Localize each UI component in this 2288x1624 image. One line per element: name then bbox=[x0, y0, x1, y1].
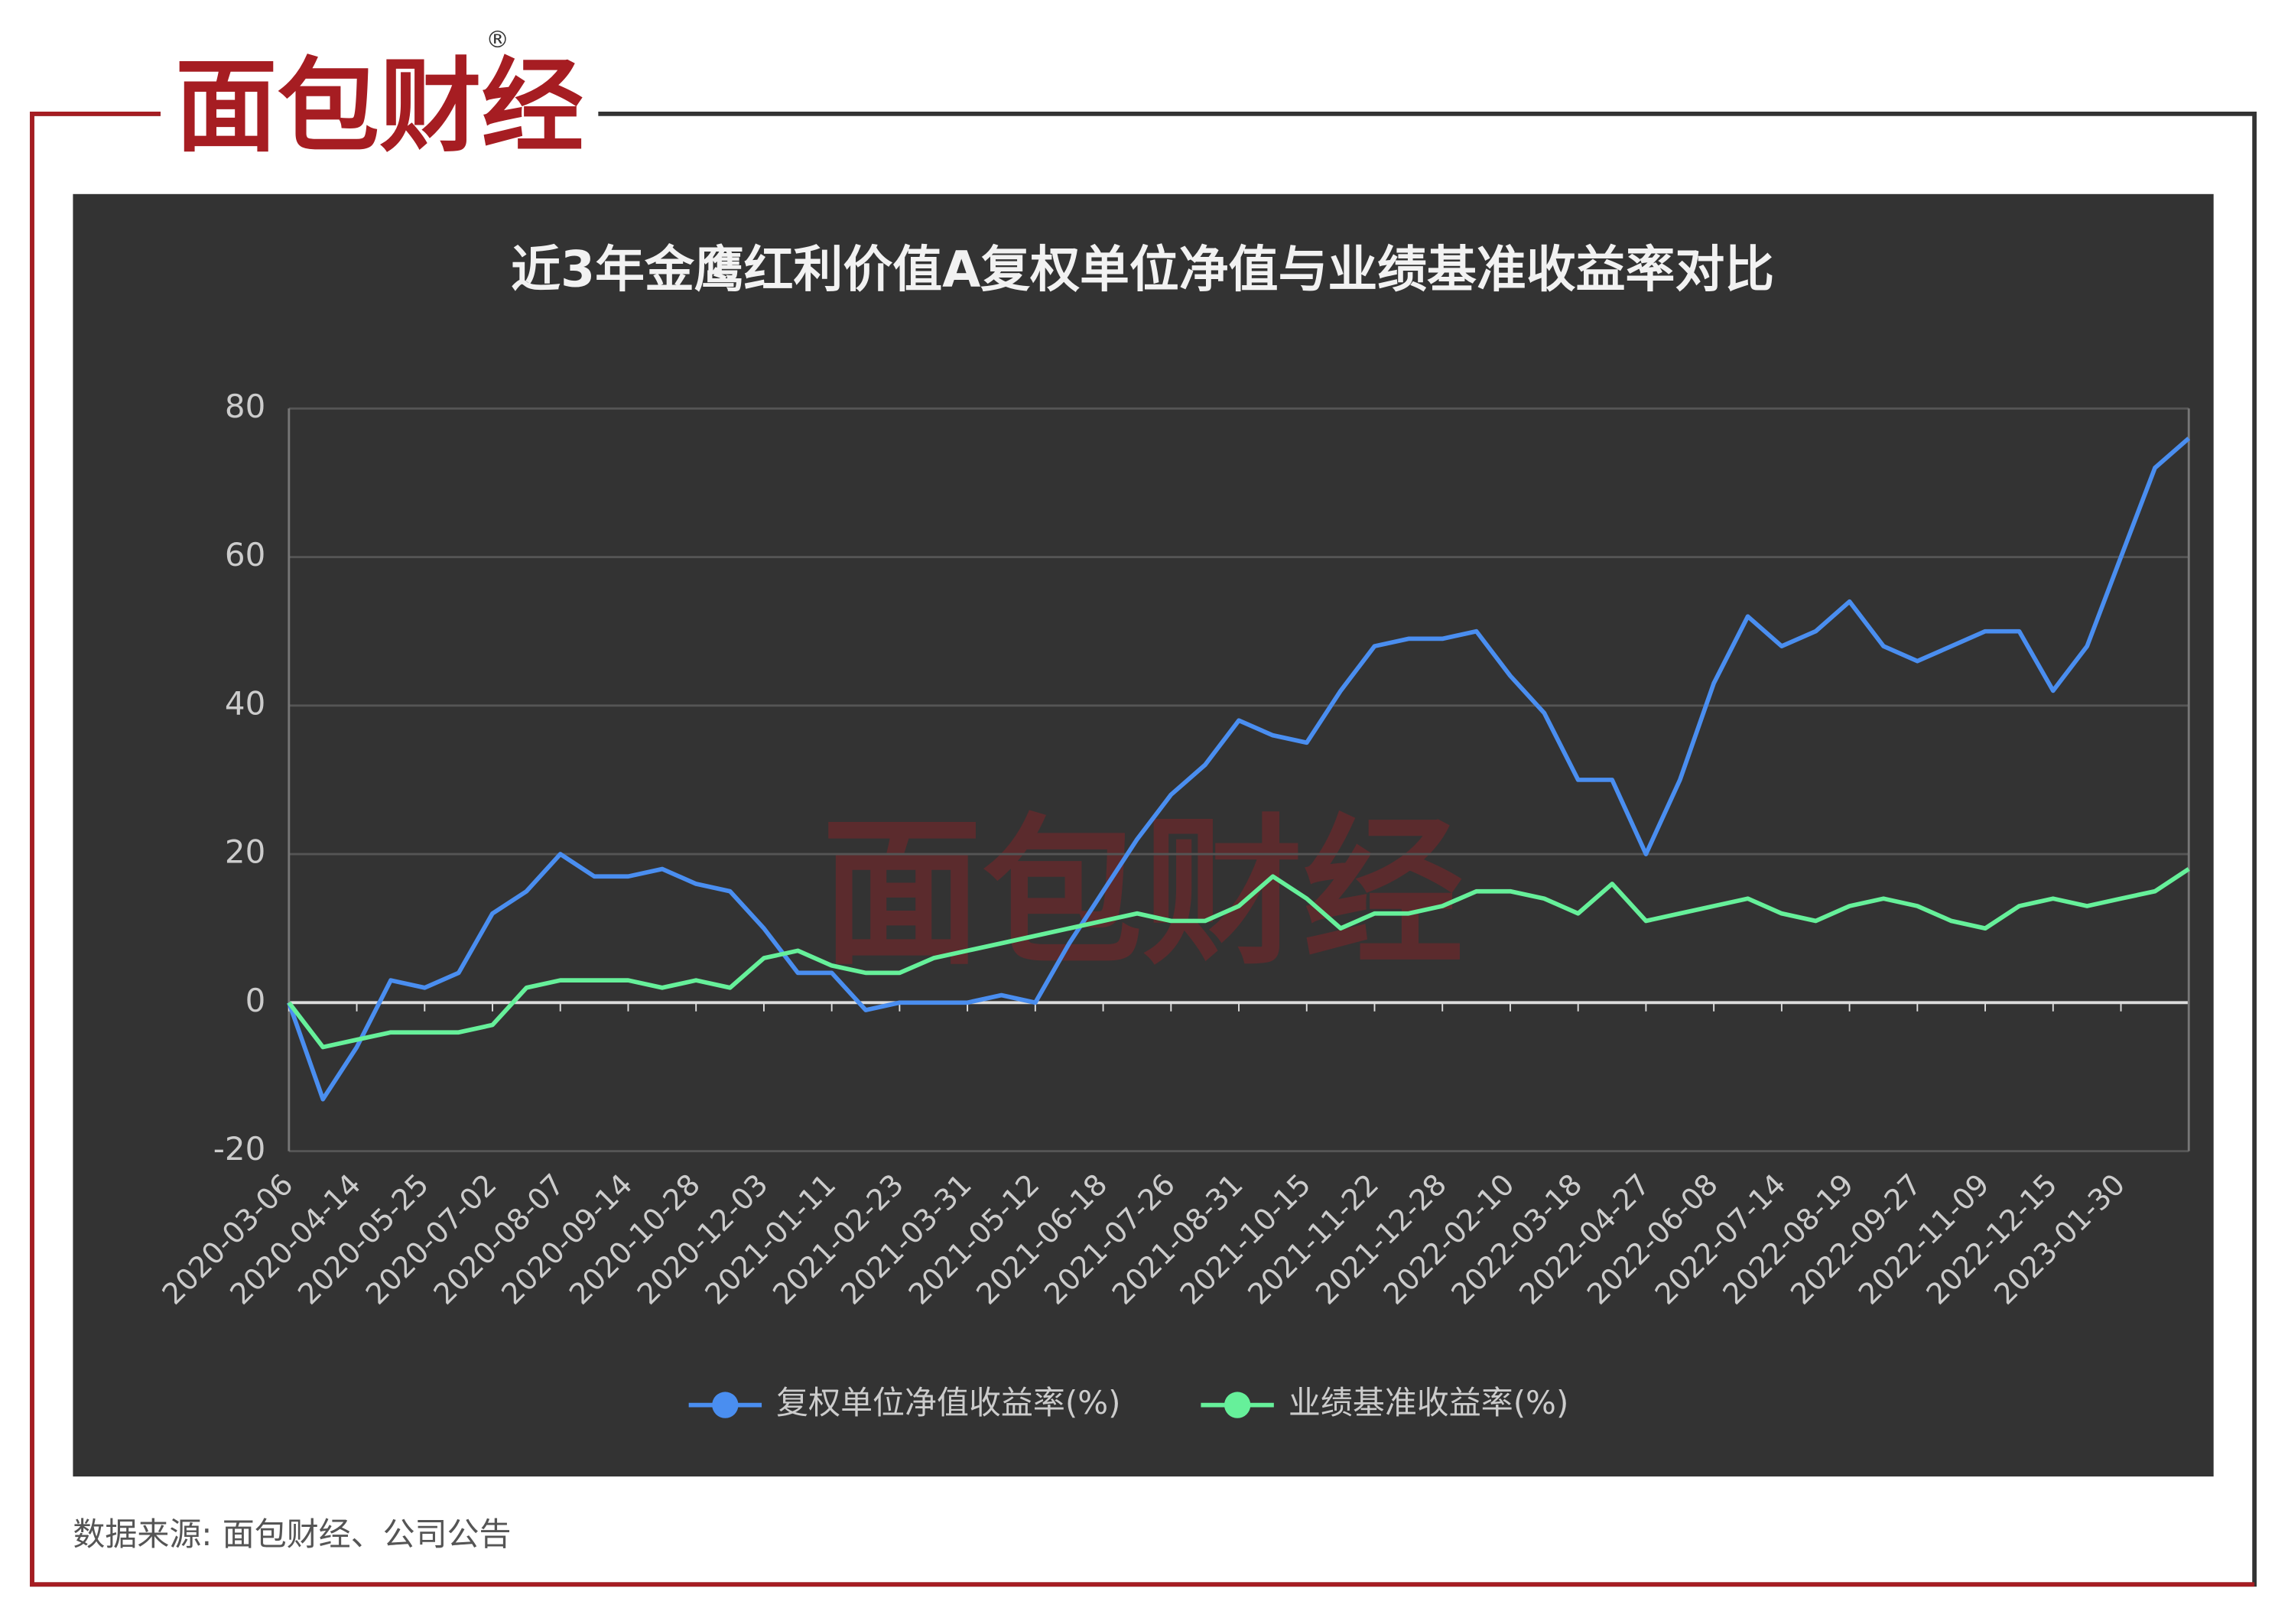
watermark: 面包财经 bbox=[821, 800, 1464, 987]
chart-title: 近3年金鹰红利价值A复权单位净值与业绩基准收益率对比 bbox=[511, 241, 1774, 298]
frame-red bbox=[30, 111, 2255, 1587]
series-line bbox=[287, 867, 2190, 1050]
source: 数据来源: 面包财经、公司公告 bbox=[73, 1515, 511, 1553]
y-tick-label: 20 bbox=[225, 833, 265, 871]
y-tick-label: 0 bbox=[245, 982, 266, 1019]
logo: 面包财经 bbox=[175, 47, 583, 166]
y-tick-label: 60 bbox=[225, 536, 265, 573]
legend-label: 业绩基准收益率(%) bbox=[1289, 1384, 1568, 1421]
y-tick-label: 40 bbox=[225, 684, 265, 722]
legend-marker bbox=[712, 1392, 739, 1418]
series-line bbox=[287, 437, 2191, 1102]
legend-label: 复权单位净值收益率(%) bbox=[776, 1384, 1120, 1421]
legend-marker bbox=[1224, 1392, 1251, 1418]
y-tick-label: 80 bbox=[225, 388, 265, 425]
logo-mark: ® bbox=[486, 27, 509, 54]
y-tick-label: -20 bbox=[213, 1130, 266, 1168]
